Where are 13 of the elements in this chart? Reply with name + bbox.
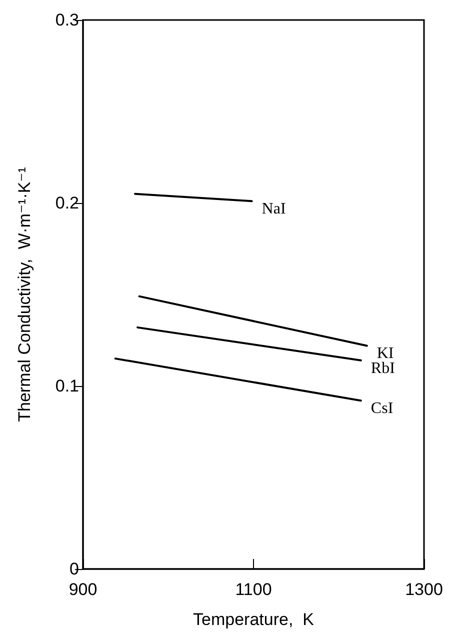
x-tick-label: 1300 xyxy=(405,580,443,599)
x-tick-label: 1100 xyxy=(235,580,272,599)
series-label: CsI xyxy=(370,400,394,418)
y-axis-title: Thermal Conductivity, W·m⁻¹·K⁻¹ xyxy=(15,166,34,422)
y-tick-label: 0.2 xyxy=(55,194,79,212)
series-label: KI xyxy=(376,345,394,362)
y-tick-label: 0.1 xyxy=(55,376,79,396)
x-axis-title: Temperature, K xyxy=(193,610,315,629)
series-label: RbI xyxy=(370,360,395,377)
y-tick-label: 0 xyxy=(70,560,79,578)
x-tick-label: 900 xyxy=(68,580,98,599)
series-label: NaI xyxy=(262,200,286,218)
y-tick-label: 0.3 xyxy=(55,10,79,30)
